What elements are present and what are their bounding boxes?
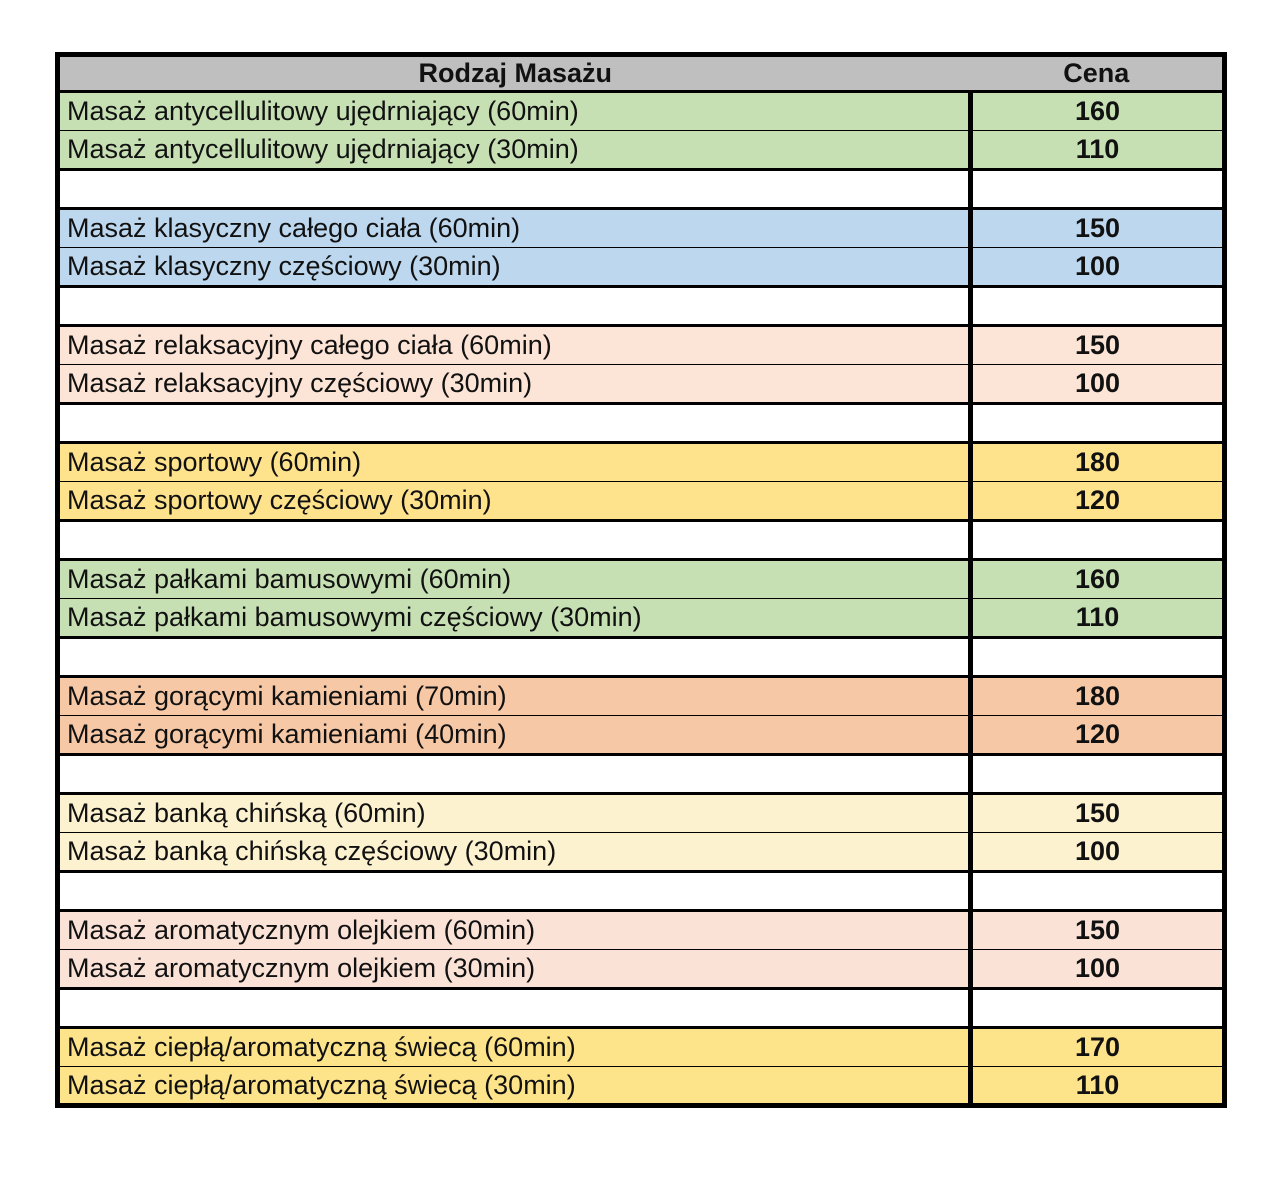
table-row: Masaż klasyczny częściowy (30min) 100 xyxy=(57,247,1225,288)
table-row: Masaż ciepłą/aromatyczną świecą (60min) 1… xyxy=(57,1026,1225,1067)
massage-price: 150 xyxy=(970,909,1225,950)
massage-name: Masaż gorącymi kamieniami (40min) xyxy=(57,715,973,756)
table-row: Masaż antycellulitowy ujędrniający (60mi… xyxy=(57,90,1225,131)
spacer-cell xyxy=(970,402,1225,444)
massage-name: Masaż klasyczny częściowy (30min) xyxy=(57,247,973,288)
table-row: Masaż gorącymi kamieniami (40min) 120 xyxy=(57,715,1225,756)
spacer-cell xyxy=(970,285,1225,327)
massage-price: 160 xyxy=(970,90,1225,131)
table-row: Masaż gorącymi kamieniami (70min) 180 xyxy=(57,675,1225,716)
table-row: Masaż aromatycznym olejkiem (30min) 100 xyxy=(57,949,1225,990)
spacer-cell xyxy=(57,987,973,1029)
spacer-cell xyxy=(57,168,973,210)
massage-name: Masaż sportowy (60min) xyxy=(57,441,973,482)
massage-price: 160 xyxy=(970,558,1225,599)
massage-name: Masaż sportowy częściowy (30min) xyxy=(57,481,973,522)
table-row: Masaż sportowy częściowy (30min) 120 xyxy=(57,481,1225,522)
massage-price: 100 xyxy=(970,949,1225,990)
spacer-cell xyxy=(970,870,1225,912)
spacer-cell xyxy=(970,519,1225,561)
spacer-row xyxy=(57,870,1225,912)
massage-price: 110 xyxy=(970,598,1225,639)
massage-price: 110 xyxy=(970,130,1225,171)
table-row: Masaż klasyczny całego ciała (60min) 150 xyxy=(57,207,1225,248)
massage-price-table: Rodzaj Masażu Cena Masaż antycellulitowy… xyxy=(55,52,1227,1108)
massage-name: Masaż aromatycznym olejkiem (60min) xyxy=(57,909,973,950)
massage-price: 150 xyxy=(970,207,1225,248)
table-body: Masaż antycellulitowy ujędrniający (60mi… xyxy=(57,90,1225,1107)
massage-price: 110 xyxy=(970,1066,1225,1107)
spacer-cell xyxy=(57,402,973,444)
table-row: Masaż pałkami bamusowymi częściowy (30mi… xyxy=(57,598,1225,639)
massage-price: 180 xyxy=(970,441,1225,482)
spacer-cell xyxy=(970,753,1225,795)
table-row: Masaż pałkami bamusowymi (60min) 160 xyxy=(57,558,1225,599)
table-row: Masaż relaksacyjny całego ciała (60min) 1… xyxy=(57,324,1225,365)
massage-price: 170 xyxy=(970,1026,1225,1067)
spacer-row xyxy=(57,753,1225,795)
spacer-row xyxy=(57,285,1225,327)
price-list: Rodzaj Masażu Cena Masaż antycellulitowy… xyxy=(55,52,1227,1108)
massage-price: 100 xyxy=(970,364,1225,405)
spacer-cell xyxy=(57,519,973,561)
column-header-price: Cena xyxy=(970,54,1225,93)
massage-name: Masaż ciepłą/aromatyczną świecą (30min) xyxy=(57,1066,973,1107)
spacer-row xyxy=(57,402,1225,444)
massage-price: 150 xyxy=(970,792,1225,833)
massage-name: Masaż banką chińską (60min) xyxy=(57,792,973,833)
massage-price: 120 xyxy=(970,715,1225,756)
spacer-cell xyxy=(57,753,973,795)
massage-name: Masaż klasyczny całego ciała (60min) xyxy=(57,207,973,248)
spacer-cell xyxy=(57,285,973,327)
massage-price: 100 xyxy=(970,832,1225,873)
spacer-cell xyxy=(970,636,1225,678)
table-header-row: Rodzaj Masażu Cena xyxy=(57,54,1225,93)
massage-price: 120 xyxy=(970,481,1225,522)
table-row: Masaż banką chińską (60min) 150 xyxy=(57,792,1225,833)
table-row: Masaż antycellulitowy ujędrniający (30mi… xyxy=(57,130,1225,171)
table-row: Masaż ciepłą/aromatyczną świecą (30min) 1… xyxy=(57,1066,1225,1107)
massage-name: Masaż antycellulitowy ujędrniający (60mi… xyxy=(57,90,973,131)
table-row: Masaż sportowy (60min) 180 xyxy=(57,441,1225,482)
spacer-cell xyxy=(57,870,973,912)
spacer-cell xyxy=(57,636,973,678)
massage-name: Masaż antycellulitowy ujędrniający (30mi… xyxy=(57,130,973,171)
massage-price: 150 xyxy=(970,324,1225,365)
spacer-row xyxy=(57,636,1225,678)
massage-price: 180 xyxy=(970,675,1225,716)
massage-name: Masaż aromatycznym olejkiem (30min) xyxy=(57,949,973,990)
massage-name: Masaż relaksacyjny całego ciała (60min) xyxy=(57,324,973,365)
spacer-cell xyxy=(970,168,1225,210)
massage-name: Masaż pałkami bamusowymi (60min) xyxy=(57,558,973,599)
massage-price: 100 xyxy=(970,247,1225,288)
spacer-row xyxy=(57,168,1225,210)
massage-name: Masaż banką chińską częściowy (30min) xyxy=(57,832,973,873)
spacer-cell xyxy=(970,987,1225,1029)
table-row: Masaż relaksacyjny częściowy (30min) 100 xyxy=(57,364,1225,405)
massage-name: Masaż relaksacyjny częściowy (30min) xyxy=(57,364,973,405)
column-header-massage-type: Rodzaj Masażu xyxy=(57,54,971,93)
spacer-row xyxy=(57,519,1225,561)
massage-name: Masaż gorącymi kamieniami (70min) xyxy=(57,675,973,716)
table-row: Masaż aromatycznym olejkiem (60min) 150 xyxy=(57,909,1225,950)
massage-name: Masaż pałkami bamusowymi częściowy (30mi… xyxy=(57,598,973,639)
massage-name: Masaż ciepłą/aromatyczną świecą (60min) xyxy=(57,1026,973,1067)
spacer-row xyxy=(57,987,1225,1029)
table-row: Masaż banką chińską częściowy (30min) 100 xyxy=(57,832,1225,873)
